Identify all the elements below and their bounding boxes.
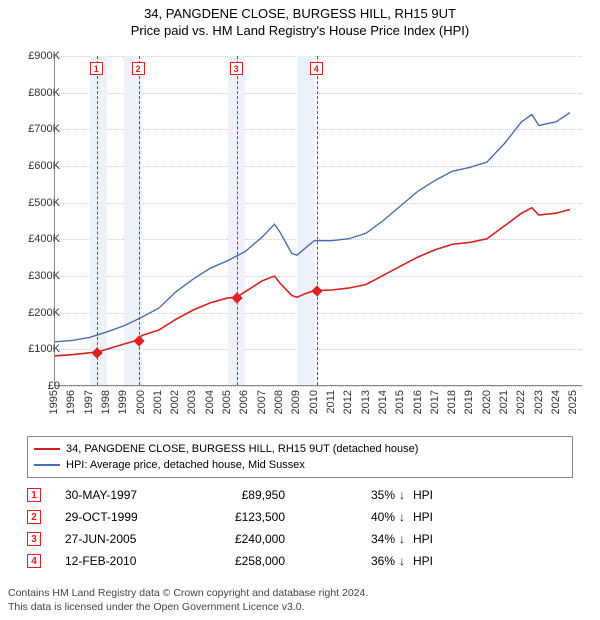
y-axis-label: £800K xyxy=(16,87,60,99)
sale-date: 12-FEB-2010 xyxy=(65,554,215,568)
y-axis-label: £300K xyxy=(16,270,60,282)
sale-pct: 34% xyxy=(325,532,395,546)
x-axis-label: 2018 xyxy=(446,390,458,414)
sale-date: 30-MAY-1997 xyxy=(65,488,215,502)
sale-row: 1 30-MAY-1997£89,95035%↓HPI xyxy=(27,484,573,506)
x-axis-label: 1998 xyxy=(100,390,112,414)
y-axis-label: £100K xyxy=(16,343,60,355)
sale-marker-number: 4 xyxy=(310,62,323,75)
x-axis-label: 2002 xyxy=(169,390,181,414)
x-axis-label: 1999 xyxy=(117,390,129,414)
sale-hpi-label: HPI xyxy=(409,488,433,502)
sale-number-box: 3 xyxy=(27,532,41,546)
y-axis-label: £500K xyxy=(16,197,60,209)
x-axis-label: 2008 xyxy=(273,390,285,414)
sale-price: £123,500 xyxy=(215,510,325,524)
legend-swatch xyxy=(34,448,60,450)
x-axis-label: 2022 xyxy=(515,390,527,414)
y-axis-label: £700K xyxy=(16,123,60,135)
page-subtitle: Price paid vs. HM Land Registry's House … xyxy=(0,23,600,38)
line-series-svg xyxy=(55,56,582,385)
sale-number-box: 2 xyxy=(27,510,41,524)
gridline xyxy=(55,386,582,387)
sale-hpi-label: HPI xyxy=(409,532,433,546)
x-axis-label: 2014 xyxy=(377,390,389,414)
x-axis-label: 2004 xyxy=(204,390,216,414)
x-axis-label: 2015 xyxy=(394,390,406,414)
x-axis-label: 2017 xyxy=(429,390,441,414)
legend-label: HPI: Average price, detached house, Mid … xyxy=(66,459,305,471)
sale-number-box: 4 xyxy=(27,554,41,568)
sale-pct: 36% xyxy=(325,554,395,568)
sale-hpi-label: HPI xyxy=(409,510,433,524)
x-axis-label: 1995 xyxy=(48,390,60,414)
down-arrow-icon: ↓ xyxy=(395,488,409,502)
sale-row: 3 27-JUN-2005£240,00034%↓HPI xyxy=(27,528,573,550)
footer-line-2: This data is licensed under the Open Gov… xyxy=(8,600,592,614)
x-axis-label: 2025 xyxy=(567,390,579,414)
x-axis-label: 2013 xyxy=(360,390,372,414)
x-axis-label: 2005 xyxy=(221,390,233,414)
x-axis-label: 2023 xyxy=(533,390,545,414)
sale-price: £240,000 xyxy=(215,532,325,546)
footer-attribution: Contains HM Land Registry data © Crown c… xyxy=(8,586,592,614)
sale-marker-line xyxy=(237,56,238,385)
sale-row: 2 29-OCT-1999£123,50040%↓HPI xyxy=(27,506,573,528)
legend-label: 34, PANGDENE CLOSE, BURGESS HILL, RH15 9… xyxy=(66,443,418,455)
x-axis-label: 2024 xyxy=(550,390,562,414)
legend-item: 34, PANGDENE CLOSE, BURGESS HILL, RH15 9… xyxy=(34,441,566,457)
legend-box: 34, PANGDENE CLOSE, BURGESS HILL, RH15 9… xyxy=(27,436,573,478)
down-arrow-icon: ↓ xyxy=(395,532,409,546)
x-axis-label: 1997 xyxy=(83,390,95,414)
sale-marker-number: 2 xyxy=(132,62,145,75)
y-axis-label: £400K xyxy=(16,233,60,245)
x-axis-label: 2009 xyxy=(290,390,302,414)
sale-marker-number: 1 xyxy=(90,62,103,75)
legend-swatch xyxy=(34,464,60,466)
page-title: 34, PANGDENE CLOSE, BURGESS HILL, RH15 9… xyxy=(0,6,600,21)
sales-table: 130-MAY-1997£89,95035%↓HPI229-OCT-1999£1… xyxy=(27,484,573,572)
sale-pct: 35% xyxy=(325,488,395,502)
x-axis-label: 2001 xyxy=(152,390,164,414)
legend-item: HPI: Average price, detached house, Mid … xyxy=(34,457,566,473)
x-axis-label: 2011 xyxy=(325,390,337,414)
plot-region: 1 2 3 4 xyxy=(54,56,582,386)
x-axis-label: 2012 xyxy=(342,390,354,414)
x-axis-label: 2016 xyxy=(412,390,424,414)
series-line xyxy=(55,113,570,342)
series-line xyxy=(55,208,570,356)
sale-price: £89,950 xyxy=(215,488,325,502)
y-axis-label: £600K xyxy=(16,160,60,172)
down-arrow-icon: ↓ xyxy=(395,510,409,524)
sale-marker-line xyxy=(317,56,318,385)
x-axis-label: 2007 xyxy=(256,390,268,414)
x-axis-label: 2010 xyxy=(308,390,320,414)
sale-pct: 40% xyxy=(325,510,395,524)
x-axis-label: 1996 xyxy=(65,390,77,414)
down-arrow-icon: ↓ xyxy=(395,554,409,568)
chart-area: 1234 £0£100K£200K£300K£400K£500K£600K£70… xyxy=(8,48,592,428)
x-axis-label: 2021 xyxy=(498,390,510,414)
sale-date: 27-JUN-2005 xyxy=(65,532,215,546)
sale-number-box: 1 xyxy=(27,488,41,502)
x-axis-label: 2000 xyxy=(135,390,147,414)
x-axis-label: 2006 xyxy=(238,390,250,414)
sale-price: £258,000 xyxy=(215,554,325,568)
footer-line-1: Contains HM Land Registry data © Crown c… xyxy=(8,586,592,600)
sale-row: 4 12-FEB-2010£258,00036%↓HPI xyxy=(27,550,573,572)
y-axis-label: £900K xyxy=(16,50,60,62)
sale-marker-number: 3 xyxy=(230,62,243,75)
y-axis-label: £200K xyxy=(16,307,60,319)
sale-hpi-label: HPI xyxy=(409,554,433,568)
x-axis-label: 2020 xyxy=(481,390,493,414)
sale-date: 29-OCT-1999 xyxy=(65,510,215,524)
x-axis-label: 2019 xyxy=(463,390,475,414)
sale-marker-line xyxy=(97,56,98,385)
x-axis-label: 2003 xyxy=(186,390,198,414)
